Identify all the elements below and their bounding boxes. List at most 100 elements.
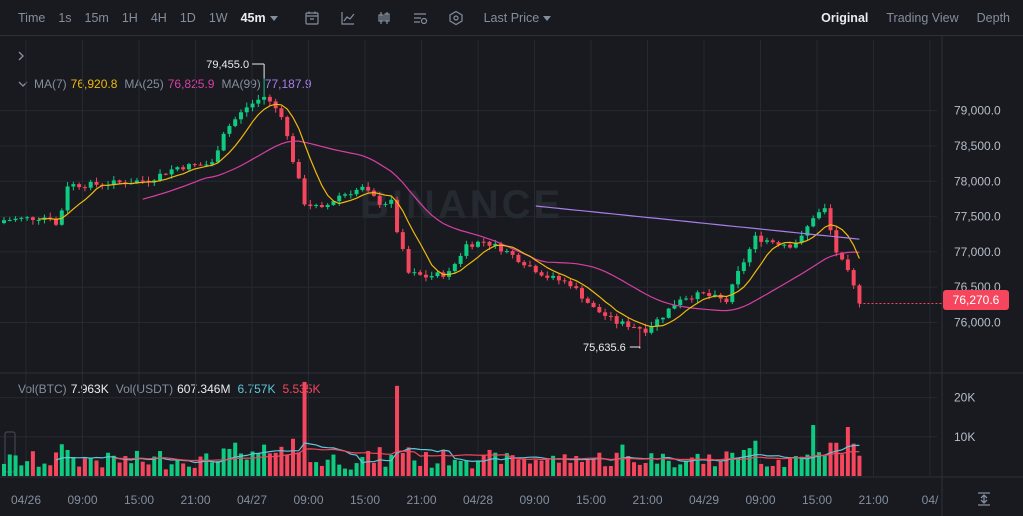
candle-body xyxy=(111,180,116,185)
time-tick-label: 04/29 xyxy=(689,493,719,507)
settings-icon[interactable] xyxy=(412,10,428,26)
volume-bar xyxy=(308,462,313,476)
volume-bar xyxy=(377,447,382,476)
volume-bar xyxy=(840,454,845,476)
volume-bar xyxy=(684,460,689,476)
volume-bar xyxy=(845,427,850,476)
volume-bar xyxy=(730,452,735,476)
vol_legend-value: 5.535K xyxy=(282,382,321,396)
candle-body xyxy=(262,96,267,100)
volume-bar xyxy=(337,464,342,476)
candle-body xyxy=(215,150,220,163)
volume-bar xyxy=(244,459,249,476)
interval-1h[interactable]: 1H xyxy=(121,11,138,25)
indicator-icon[interactable] xyxy=(340,10,356,26)
candle-body xyxy=(568,281,573,287)
interval-time[interactable]: Time xyxy=(18,11,46,25)
candle-body xyxy=(221,133,226,151)
candle-body xyxy=(117,180,122,183)
candle-body xyxy=(776,242,781,245)
volume-bar xyxy=(54,452,59,476)
volume-bar xyxy=(331,454,336,476)
interval-45m[interactable]: 45m xyxy=(241,11,278,25)
calendar-icon[interactable] xyxy=(304,10,320,26)
time-tick-label: 21:00 xyxy=(632,493,662,507)
candle-body xyxy=(7,220,12,222)
low-price-label: 75,635.6 xyxy=(583,342,626,354)
volume-bar xyxy=(533,460,538,476)
volume-bar xyxy=(221,448,226,476)
volume-bar xyxy=(458,460,463,476)
candle-body xyxy=(574,286,579,289)
volume-bar xyxy=(741,449,746,476)
candle-body xyxy=(626,321,631,328)
volume-bar xyxy=(597,452,602,476)
volume-bar xyxy=(2,463,6,476)
candle-body xyxy=(296,161,301,179)
view-trading-view[interactable]: Trading View xyxy=(886,11,959,25)
candle-body xyxy=(608,315,613,317)
interval-15m[interactable]: 15m xyxy=(84,11,109,25)
chevron-down-icon xyxy=(543,16,552,22)
volume-bar xyxy=(88,457,93,476)
volume-bar xyxy=(441,449,446,476)
volume-bar xyxy=(348,469,353,476)
time-tick-label: 09:00 xyxy=(745,493,775,507)
expand-chevron-icon[interactable] xyxy=(16,50,26,62)
volume-bar xyxy=(632,462,637,476)
vol_legend-value: 7.963K xyxy=(70,382,109,396)
candle-body xyxy=(527,265,532,267)
candle-body xyxy=(175,167,180,170)
volume-bar xyxy=(591,458,596,476)
time-tick-label: 04/27 xyxy=(237,493,267,507)
volume-bar xyxy=(545,459,550,476)
candle-body xyxy=(753,235,758,250)
volume-bar xyxy=(395,385,400,476)
volume-bar xyxy=(423,452,428,476)
view-original[interactable]: Original xyxy=(821,11,869,25)
candle-body xyxy=(689,298,694,300)
volume-bar xyxy=(510,455,515,476)
price-tick-label: 77,000.0 xyxy=(954,245,1001,259)
volume-bar xyxy=(822,455,827,476)
hexagon-icon[interactable] xyxy=(448,10,464,26)
chart-toolbar: Time 1s 15m 1H 4H 1D 1W 45m Last Price Original T… xyxy=(0,0,1023,36)
candle-body xyxy=(337,195,342,202)
interval-1w[interactable]: 1W xyxy=(208,11,228,25)
candle-body xyxy=(499,243,504,252)
interval-4h[interactable]: 4H xyxy=(150,11,167,25)
candle-body xyxy=(614,316,619,324)
price-tick-label: 78,000.0 xyxy=(954,174,1001,188)
time-tick-label: 21:00 xyxy=(858,493,888,507)
volume-bar xyxy=(302,381,307,476)
candle-body xyxy=(695,292,700,300)
time-tick-label: 15:00 xyxy=(350,493,380,507)
volume-bar xyxy=(256,452,261,476)
volume-bar xyxy=(811,425,816,476)
time-tick-label: 09:00 xyxy=(67,493,97,507)
candle-body xyxy=(493,243,498,246)
candle-body xyxy=(77,184,82,188)
candle-body xyxy=(366,186,371,191)
volume-bar xyxy=(198,456,203,476)
candle-body xyxy=(360,186,365,190)
candle-type-icon[interactable] xyxy=(376,10,392,26)
price-tick-label: 79,000.0 xyxy=(954,104,1001,118)
candle-body xyxy=(522,262,527,266)
interval-1s[interactable]: 1s xyxy=(58,11,72,25)
volume-bar xyxy=(400,452,405,476)
volume-bar xyxy=(325,459,330,476)
candle-body xyxy=(30,217,35,220)
interval-1d[interactable]: 1D xyxy=(179,11,196,25)
volume-bar xyxy=(146,464,151,476)
view-depth[interactable]: Depth xyxy=(976,11,1010,25)
candle-body xyxy=(134,180,139,184)
price-type-dropdown[interactable]: Last Price xyxy=(484,11,552,25)
volume-bar xyxy=(435,463,440,476)
volume-bar xyxy=(48,465,53,476)
candle-body xyxy=(597,306,602,313)
auto-scale-icon[interactable] xyxy=(975,490,993,508)
volume-bar xyxy=(25,461,30,476)
time-tick-label: 04/ xyxy=(922,493,939,507)
